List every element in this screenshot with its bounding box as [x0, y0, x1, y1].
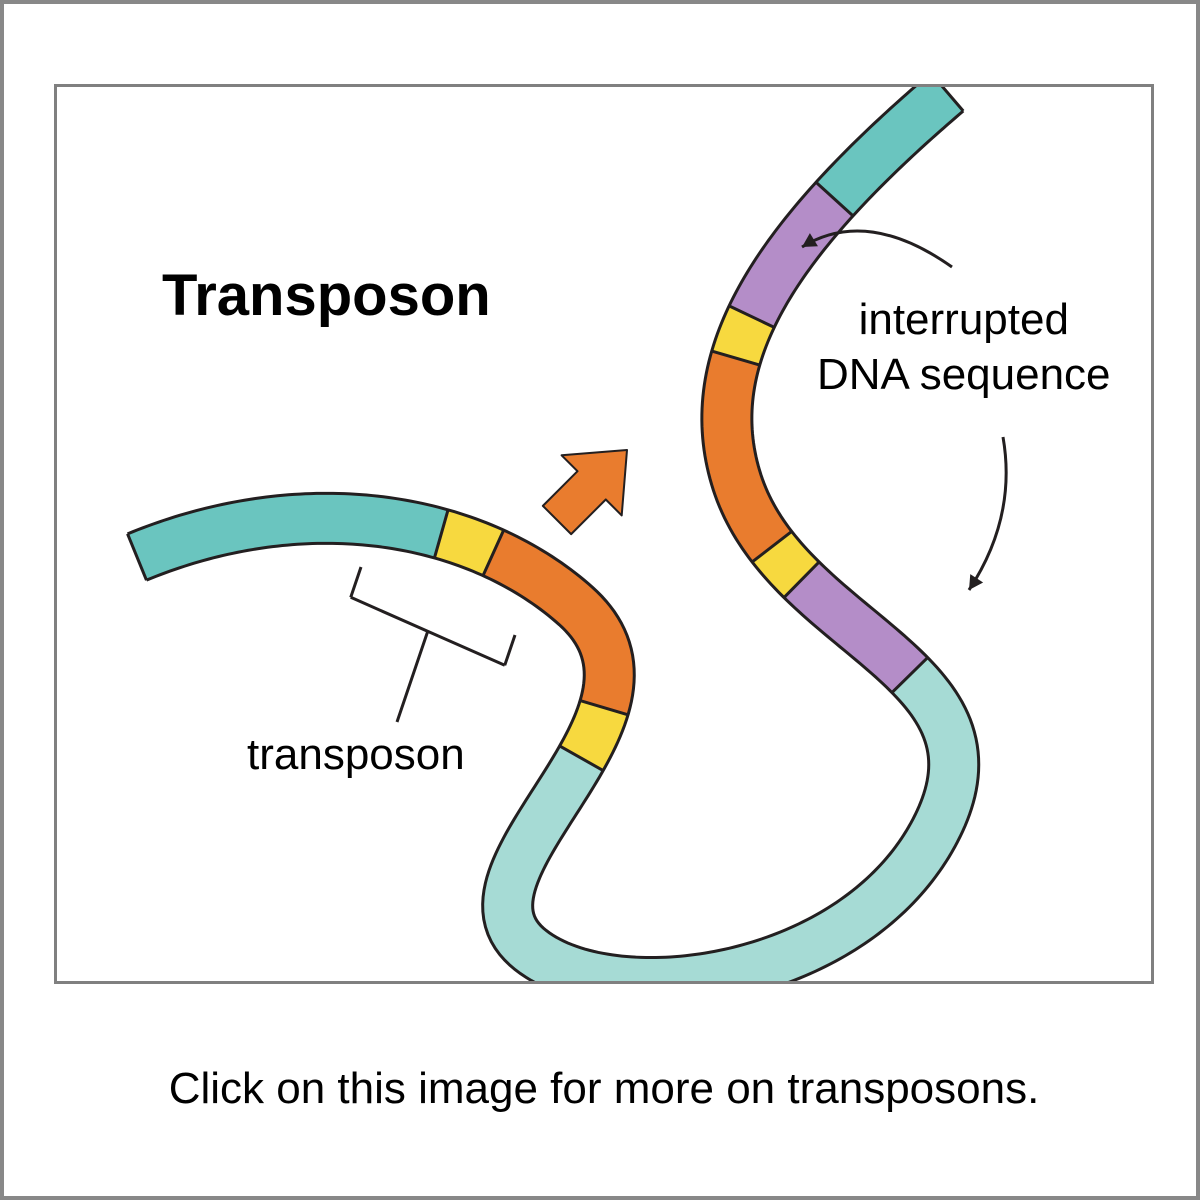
segment-orange-b	[702, 351, 792, 562]
segment-purple-bottom	[784, 562, 928, 693]
outer-frame: Transposon interrupted DNA sequence tran…	[0, 0, 1200, 1200]
label-transposon: transposon	[247, 727, 465, 782]
label-interrupted-line2: DNA sequence	[817, 350, 1111, 399]
pointer-arrow-bottom	[969, 437, 1006, 590]
caption-text: Click on this image for more on transpos…	[4, 1064, 1200, 1114]
segment-teal-end	[816, 87, 963, 216]
strand-edge-top	[146, 111, 978, 981]
label-interrupted-dna: interrupted DNA sequence	[817, 292, 1111, 402]
diagram-title: Transposon	[162, 262, 491, 329]
bracket-transposon	[351, 567, 515, 722]
diagram-frame[interactable]: Transposon interrupted DNA sequence tran…	[54, 84, 1154, 984]
label-interrupted-line1: interrupted	[859, 295, 1069, 344]
segment-teal-start	[128, 493, 449, 580]
jump-arrow	[543, 450, 627, 534]
diagram-svg	[57, 87, 1151, 981]
